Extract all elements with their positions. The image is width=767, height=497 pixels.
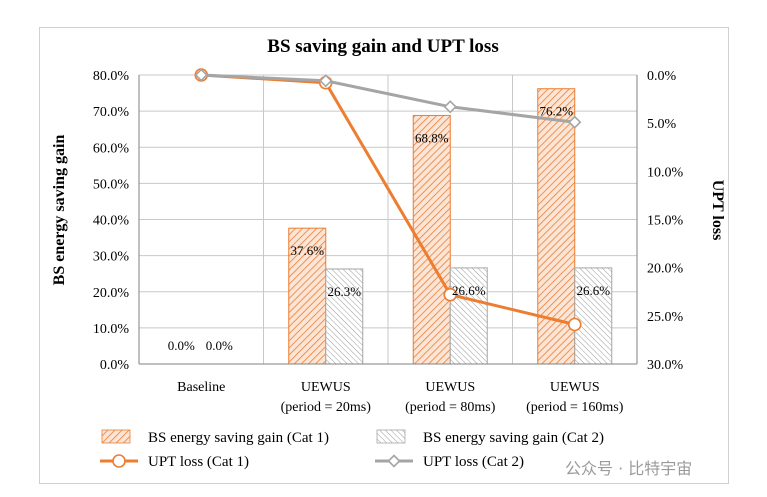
- data-labels: 0.0% 37.6% 68.8% 76.2% 0.0% 26.3% 26.6% 26.6%: [168, 104, 611, 353]
- x-tick-label: UEWUS: [301, 380, 351, 395]
- legend-label: UPT loss (Cat 1): [148, 454, 249, 470]
- data-label-cat1: 76.2%: [539, 104, 573, 119]
- x-tick-sublabel: (period = 20ms): [281, 400, 372, 415]
- x-tick-sublabel: (period = 80ms): [405, 400, 496, 415]
- y-tick-label: 50.0%: [93, 177, 130, 192]
- data-label-cat2: 26.3%: [327, 284, 361, 299]
- y-tick-label: 30.0%: [93, 250, 130, 265]
- legend-swatch-bar: [376, 429, 406, 444]
- y2-tick-label: 5.0%: [647, 117, 677, 132]
- data-label-cat1: 37.6%: [290, 243, 324, 258]
- data-label-cat2: 26.6%: [452, 283, 486, 298]
- x-tick-label: UEWUS: [425, 380, 475, 395]
- y2-tick-label: 20.0%: [647, 262, 684, 277]
- legend-label: UPT loss (Cat 2): [423, 454, 524, 470]
- data-label-cat2: 26.6%: [576, 283, 610, 298]
- marker-circle: [443, 287, 458, 302]
- line-series: [194, 68, 582, 332]
- x-tick-label: UEWUS: [550, 380, 600, 395]
- legend: BS energy saving gain (Cat 1) BS energy s…: [100, 429, 604, 470]
- legend-marker-diamond: [387, 454, 401, 468]
- y-tick-label: 80.0%: [93, 69, 130, 84]
- legend-marker-circle: [112, 454, 126, 468]
- line-cat2: [201, 73, 575, 124]
- bar-cat2: [574, 267, 613, 365]
- chart-title: BS saving gain and UPT loss: [267, 36, 498, 57]
- marker-diamond: [568, 115, 582, 129]
- data-label-cat1: 0.0%: [168, 338, 195, 353]
- y2-tick-label: 10.0%: [647, 165, 684, 180]
- y-tick-label: 40.0%: [93, 214, 130, 229]
- axes: 0.0% 10.0% 20.0% 30.0% 40.0% 50.0% 60.0% 70.0% 8…: [93, 69, 684, 415]
- y-axis-label: BS energy saving gain: [51, 135, 68, 286]
- data-label-cat2: 0.0%: [206, 338, 233, 353]
- y-tick-label: 20.0%: [93, 286, 130, 301]
- bar-cat2: [325, 268, 364, 365]
- y-tick-label: 0.0%: [100, 358, 130, 373]
- y-tick-label: 60.0%: [93, 141, 130, 156]
- bar-cat2: [449, 267, 488, 365]
- y-tick-label: 10.0%: [93, 322, 130, 337]
- y2-tick-label: 30.0%: [647, 358, 684, 373]
- x-tick-label: Baseline: [177, 380, 225, 395]
- legend-swatch-bar: [101, 429, 131, 444]
- x-tick-sublabel: (period = 160ms): [526, 400, 624, 415]
- marker-diamond: [194, 68, 208, 82]
- bar-cat1: [537, 88, 576, 365]
- watermark: 公众号 · 比特宇宙: [565, 459, 693, 478]
- marker-circle: [567, 317, 582, 332]
- y2-tick-label: 0.0%: [647, 69, 677, 84]
- y2-tick-label: 25.0%: [647, 310, 684, 325]
- legend-label: BS energy saving gain (Cat 2): [423, 430, 604, 446]
- data-label-cat1: 68.8%: [415, 130, 449, 145]
- marker-diamond: [443, 100, 457, 114]
- y-tick-label: 70.0%: [93, 105, 130, 120]
- y2-axis-label: UPT loss: [709, 180, 726, 241]
- legend-label: BS energy saving gain (Cat 1): [148, 430, 329, 446]
- y2-tick-label: 15.0%: [647, 214, 684, 229]
- marker-diamond: [319, 74, 333, 88]
